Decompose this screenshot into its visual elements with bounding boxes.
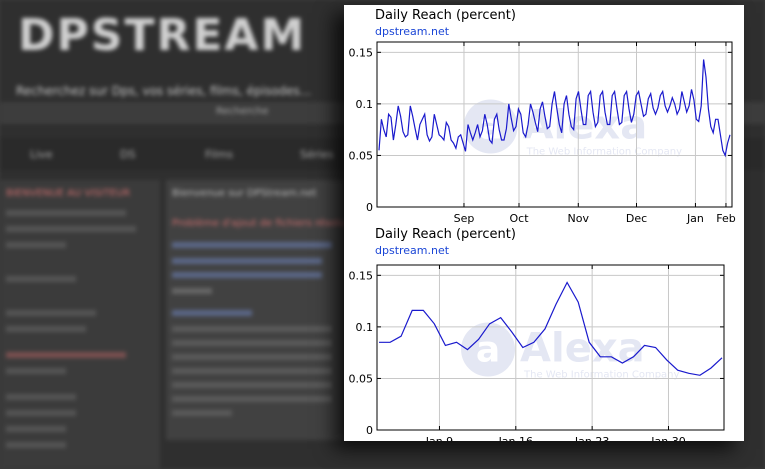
- nav-item-ds[interactable]: DS: [120, 148, 136, 161]
- main-title: Bienvenue sur DPStream.net: [172, 188, 317, 199]
- x-tick-label: Jan: [686, 212, 704, 225]
- series-line: [378, 59, 731, 158]
- x-tick-label: Oct: [509, 212, 529, 225]
- x-tick-label: Dec: [626, 212, 647, 225]
- sidebar-title: BIENVENUE AU VISITEUR: [6, 188, 131, 199]
- y-tick-label: 0.15: [349, 46, 374, 59]
- site-logo-text: DPSTREAM: [18, 10, 307, 61]
- x-tick-label: Jan 30: [650, 435, 685, 441]
- alexa-logo-glyph: a: [476, 330, 500, 371]
- search-button[interactable]: Recherche: [216, 106, 269, 117]
- nav-item-series[interactable]: Séries: [300, 148, 334, 161]
- chart-6-month: Daily Reach (percent) dpstream.net a Alex…: [344, 5, 744, 225]
- watermark-subtext: The Web Information Company: [526, 147, 682, 158]
- alexa-chart-popup: Daily Reach (percent) dpstream.net a Alex…: [344, 5, 744, 441]
- y-tick-label: 0: [366, 201, 373, 214]
- x-tick-label: Jan 23: [574, 435, 609, 441]
- site-tagline: Recherchez sur Dps, vos séries, films, é…: [16, 84, 312, 98]
- y-tick-label: 0.15: [349, 269, 374, 282]
- chart-subtitle-link[interactable]: dpstream.net: [375, 244, 450, 257]
- watermark-subtext: The Web Information Company: [523, 370, 679, 381]
- x-tick-label: Sep: [454, 212, 475, 225]
- site-logo: DPSTREAM: [18, 10, 306, 61]
- sidebar-panel: BIENVENUE AU VISITEUR: [0, 180, 160, 469]
- nav-item-live[interactable]: Live: [30, 148, 53, 161]
- chart-1-month: Daily Reach (percent) dpstream.net a Alex…: [344, 225, 744, 441]
- x-tick-label: Jan 16: [498, 435, 533, 441]
- plot-frame: [376, 264, 725, 431]
- y-tick-label: 0.1: [356, 321, 374, 334]
- watermark-text: Alexa: [520, 326, 645, 372]
- x-tick-label: Feb: [716, 212, 735, 225]
- y-tick-label: 0.1: [356, 98, 374, 111]
- chart-title: Daily Reach (percent): [375, 8, 516, 23]
- chart-subtitle-link[interactable]: dpstream.net: [375, 25, 450, 38]
- chart-title: Daily Reach (percent): [375, 227, 516, 242]
- nav-item-films[interactable]: Films: [205, 148, 234, 161]
- main-panel: Bienvenue sur DPStream.net Problème d'aj…: [166, 180, 346, 440]
- x-tick-label: Nov: [568, 212, 590, 225]
- x-tick-label: Jan 9: [425, 435, 453, 441]
- y-tick-label: 0.05: [349, 149, 374, 162]
- y-tick-label: 0: [366, 424, 373, 437]
- series-line: [379, 281, 723, 376]
- main-subtitle: Problème d'ajout de fichiers résolu: [172, 218, 346, 229]
- y-tick-label: 0.05: [349, 372, 374, 385]
- alexa-logo-icon: [461, 322, 516, 377]
